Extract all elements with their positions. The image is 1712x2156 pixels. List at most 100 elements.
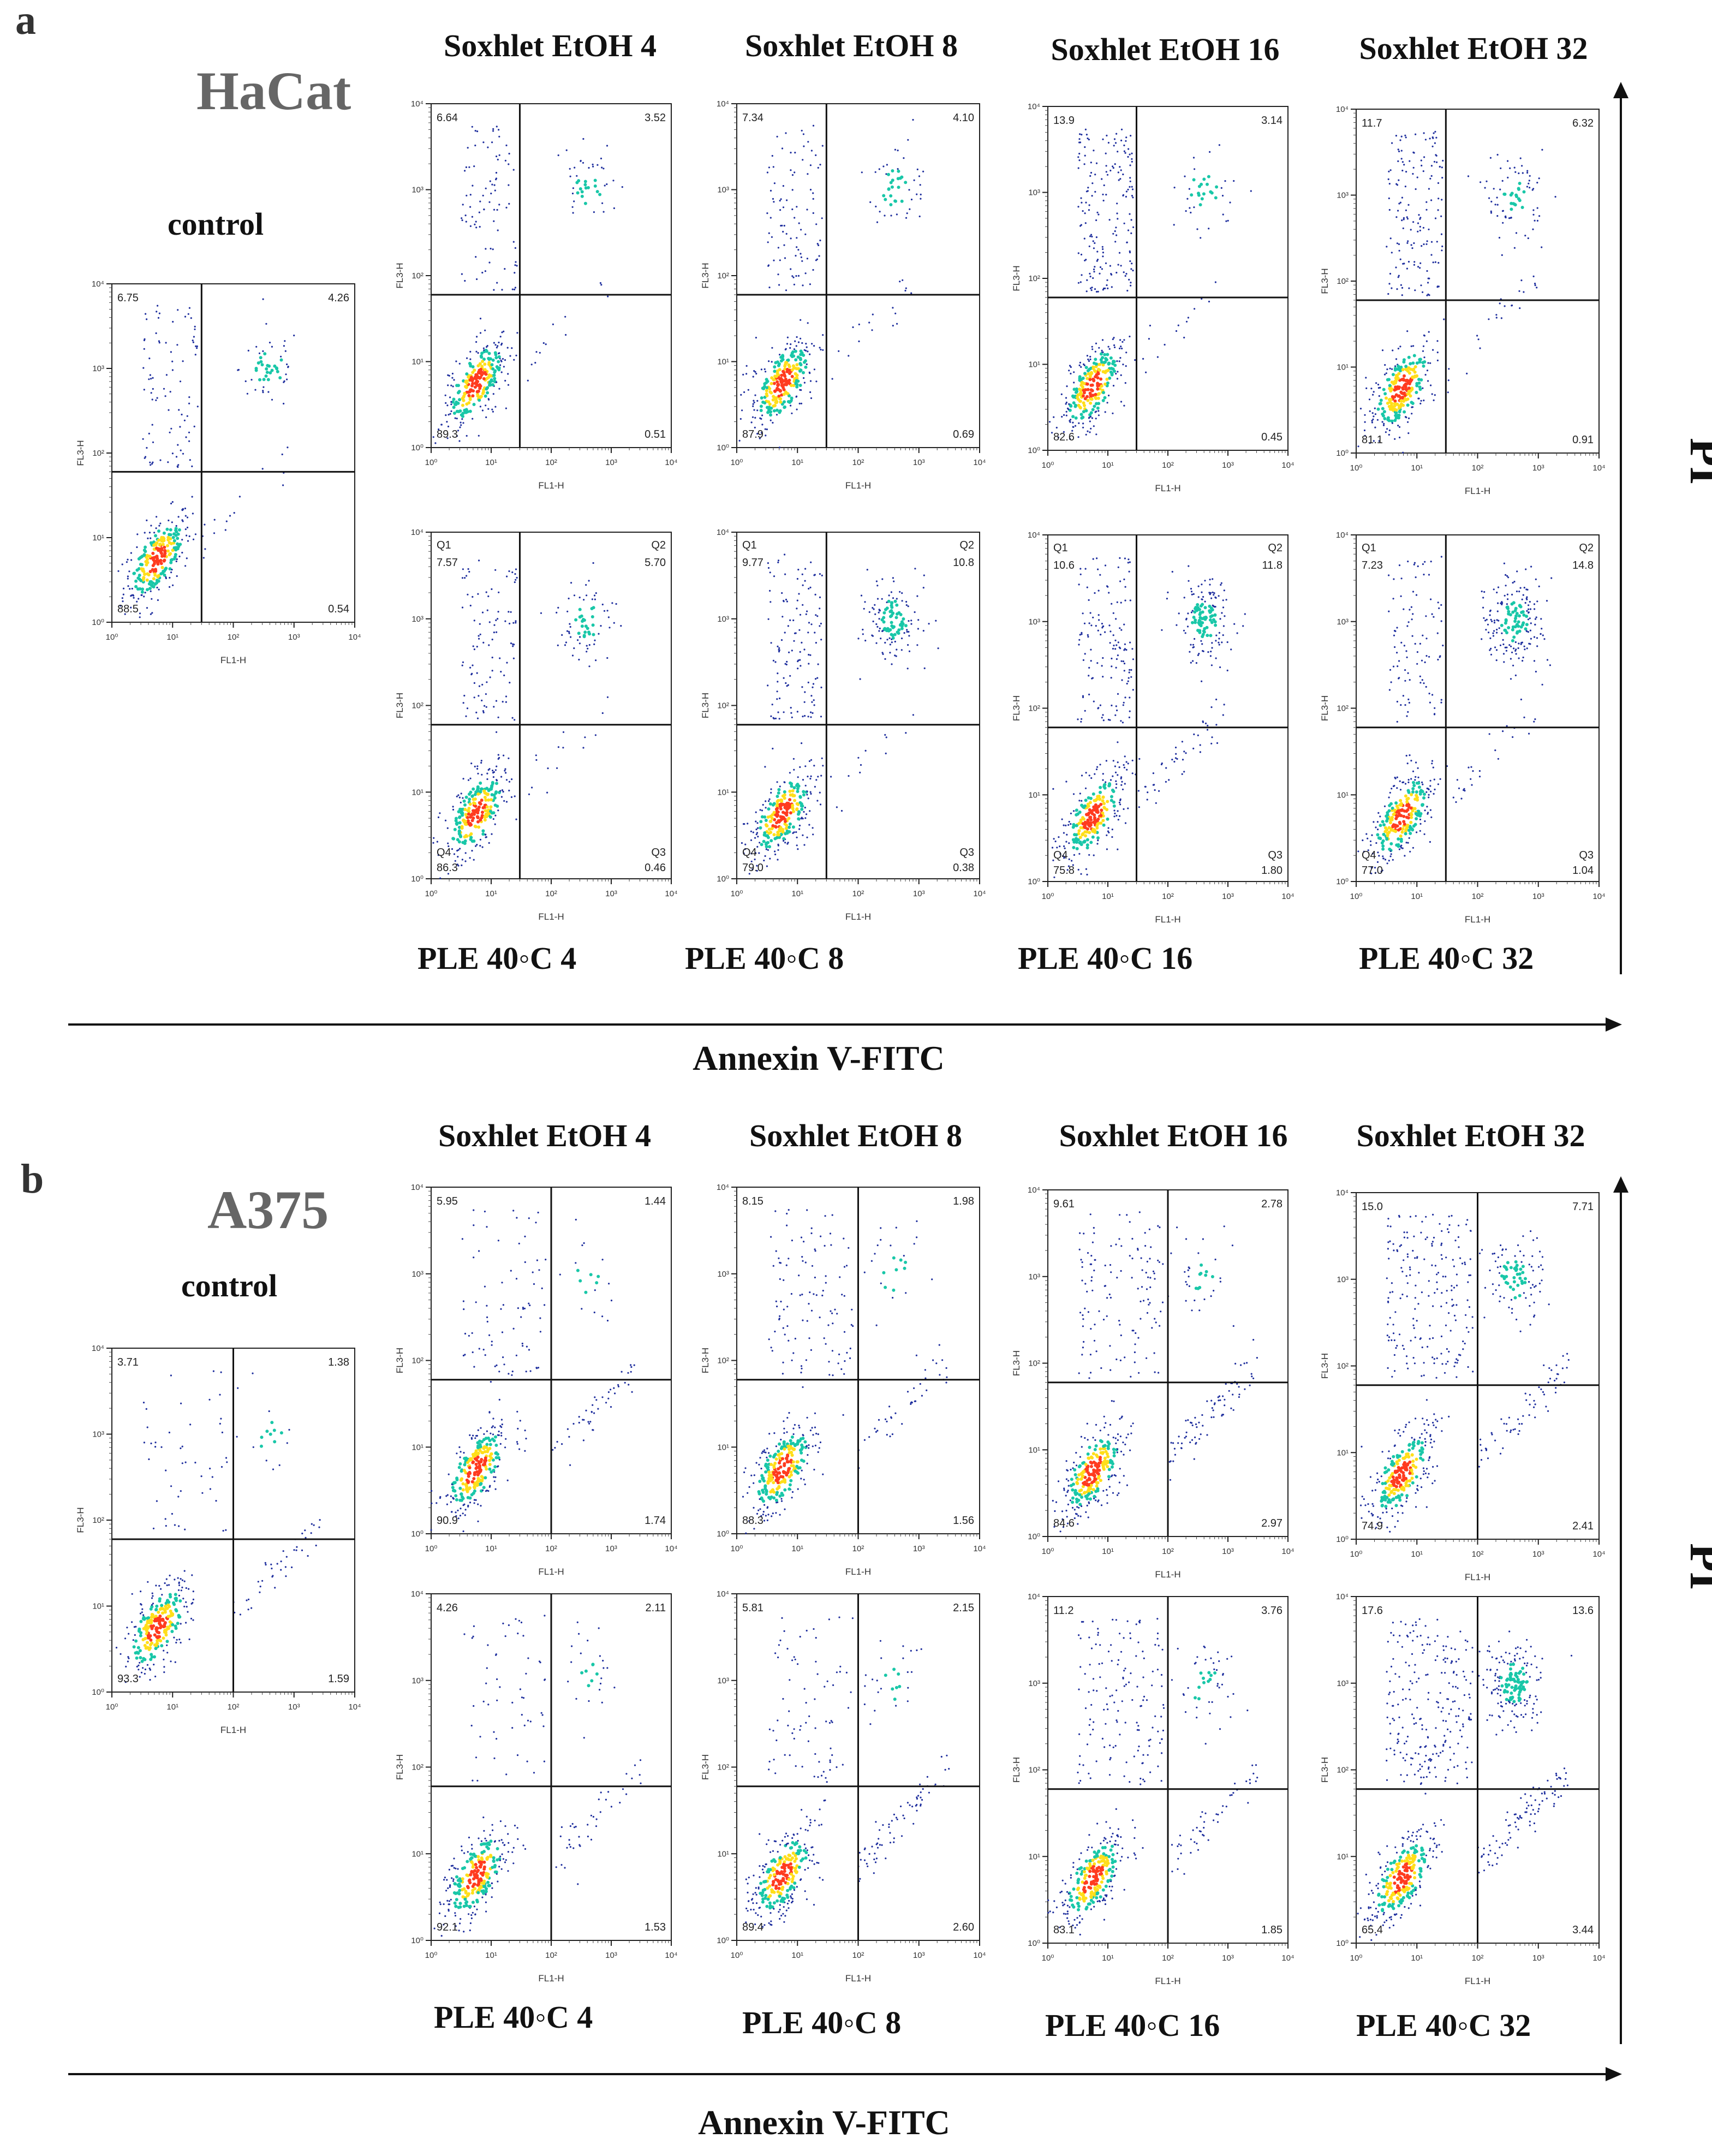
data-point — [785, 392, 789, 395]
data-point — [876, 221, 879, 223]
data-point — [516, 576, 518, 579]
data-point — [805, 343, 807, 345]
data-point — [747, 823, 749, 825]
data-point — [1368, 398, 1371, 401]
data-point — [813, 765, 815, 767]
data-point — [786, 358, 790, 362]
data-point — [808, 622, 810, 624]
data-point — [875, 623, 878, 626]
data-point — [577, 639, 579, 641]
data-point — [773, 259, 775, 261]
data-point — [463, 803, 467, 807]
data-point — [902, 617, 905, 621]
data-point — [1079, 568, 1082, 570]
data-point — [765, 371, 767, 373]
x-tick-label: 10⁰ — [1042, 461, 1054, 470]
x-tick-label: 10⁴ — [973, 458, 986, 467]
data-point — [810, 759, 813, 761]
data-point — [169, 528, 172, 532]
data-point — [1068, 403, 1070, 405]
data-point — [1088, 599, 1090, 601]
data-point — [777, 833, 780, 837]
data-point — [1116, 814, 1118, 817]
data-point — [482, 641, 485, 644]
data-point — [1127, 680, 1129, 682]
data-point — [1102, 714, 1104, 716]
data-point — [801, 686, 803, 688]
data-point — [184, 315, 187, 318]
data-point — [267, 391, 270, 393]
data-point — [786, 343, 789, 345]
data-point — [792, 758, 795, 760]
data-point — [1106, 402, 1108, 404]
data-point — [906, 629, 908, 631]
data-point — [923, 574, 925, 576]
data-point — [479, 844, 481, 847]
data-point — [433, 837, 435, 839]
data-point — [494, 356, 498, 360]
data-point — [1129, 641, 1131, 644]
data-point — [1072, 401, 1076, 405]
data-point — [144, 457, 146, 459]
data-point — [194, 533, 196, 535]
data-point — [1083, 804, 1087, 808]
data-point — [552, 323, 554, 325]
data-point — [1427, 293, 1429, 295]
data-point — [862, 633, 864, 635]
data-point — [891, 641, 893, 644]
data-point — [144, 592, 146, 594]
data-point — [1415, 133, 1417, 135]
data-point — [1097, 805, 1101, 808]
data-point — [588, 632, 592, 636]
data-point — [477, 593, 479, 595]
data-point — [1106, 368, 1110, 372]
data-point — [774, 850, 776, 853]
x-tick-label: 10⁴ — [1592, 892, 1605, 901]
data-point — [1208, 604, 1212, 608]
data-point — [906, 668, 909, 670]
data-point — [1486, 180, 1488, 182]
data-point — [887, 629, 891, 633]
data-point — [759, 820, 763, 824]
data-point — [1119, 627, 1121, 629]
data-point — [1122, 341, 1124, 343]
data-point — [779, 803, 783, 807]
data-point — [1403, 410, 1406, 414]
data-point — [1223, 704, 1225, 706]
data-point — [872, 635, 874, 637]
data-point — [810, 623, 813, 626]
data-point — [1117, 693, 1119, 695]
data-point — [468, 361, 472, 365]
data-point — [1082, 389, 1085, 392]
data-point — [777, 849, 779, 851]
data-point — [192, 538, 195, 540]
data-point — [804, 691, 806, 693]
data-point — [910, 198, 913, 201]
data-point — [1190, 591, 1193, 593]
data-point — [1398, 410, 1401, 414]
data-point — [1409, 831, 1412, 835]
data-point — [1192, 660, 1194, 662]
data-point — [1389, 272, 1392, 275]
data-point — [162, 536, 165, 540]
data-point — [461, 403, 464, 407]
data-point — [764, 855, 766, 857]
data-point — [773, 575, 776, 577]
data-point — [498, 129, 500, 131]
data-point — [1404, 398, 1408, 402]
data-point — [1095, 162, 1098, 164]
data-point — [1121, 679, 1123, 681]
data-point — [802, 834, 804, 836]
data-point — [446, 827, 449, 829]
x-axis-label: FL1-H — [845, 912, 871, 922]
data-point — [164, 395, 166, 397]
data-point — [1148, 338, 1150, 340]
x-tick-label: 10⁰ — [731, 458, 743, 467]
data-point — [1242, 625, 1244, 627]
data-point — [455, 360, 457, 362]
data-point — [1101, 795, 1105, 799]
data-point — [1078, 639, 1081, 641]
data-point — [1117, 741, 1119, 743]
data-point — [514, 573, 516, 575]
data-point — [1078, 406, 1082, 410]
